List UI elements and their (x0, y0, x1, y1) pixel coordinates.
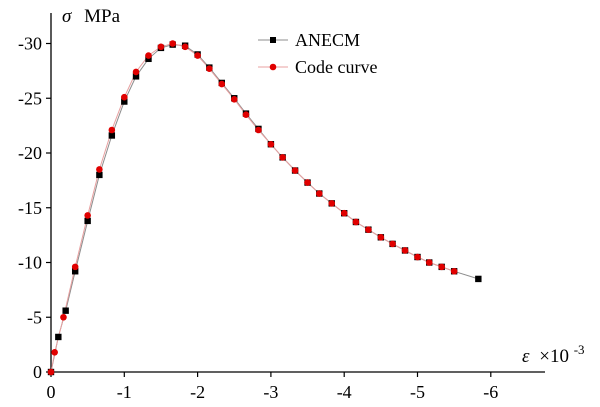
data-point-code-curve (194, 52, 201, 59)
x-tick-label: -6 (483, 382, 498, 402)
data-point-code-curve (328, 200, 336, 207)
y-tick-label: -15 (18, 198, 42, 218)
data-point-code-curve (169, 40, 176, 47)
data-point-anecm (84, 217, 91, 225)
data-point-anecm (132, 73, 140, 80)
data-point-code-curve (51, 348, 58, 356)
series-layer (47, 40, 482, 376)
y-tick-label: -25 (18, 88, 42, 108)
data-point-code-curve (425, 259, 433, 266)
data-point-code-curve (181, 43, 189, 51)
data-point-code-curve (389, 240, 396, 248)
y-axis-title: σ MPa (62, 6, 121, 27)
data-point-code-curve (145, 52, 152, 59)
y-tick-label: -30 (18, 34, 42, 54)
data-point-code-curve (291, 167, 299, 174)
data-point-code-curve (315, 190, 323, 197)
data-point-code-curve (438, 263, 445, 271)
data-point-code-curve (242, 111, 250, 118)
data-point-anecm (96, 171, 103, 179)
data-point-code-curve (255, 126, 262, 134)
data-point-code-curve (218, 80, 226, 88)
data-point-code-curve (267, 140, 275, 148)
x-tick-label: 0 (47, 382, 56, 402)
series-line-code-curve (50, 42, 455, 373)
data-point-code-curve (96, 166, 103, 173)
x-tick-label: -1 (117, 382, 132, 402)
y-axis-unit: MPa (84, 6, 120, 27)
y-tick-label: -20 (18, 143, 42, 163)
data-point-code-curve (365, 226, 372, 233)
data-point-code-curve (71, 263, 79, 271)
data-point-anecm (121, 98, 128, 105)
data-point-code-curve (132, 68, 140, 76)
x-tick-label: -4 (337, 382, 352, 402)
data-point-anecm (475, 275, 482, 283)
data-point-anecm (55, 333, 62, 341)
data-point-code-curve (230, 96, 238, 103)
data-point-code-curve (401, 247, 409, 254)
data-point-code-curve (206, 65, 213, 72)
data-point-code-curve (84, 212, 91, 219)
data-point-code-curve (304, 179, 311, 186)
y-axis-ticks: 0 -5 -10 -15 -20 -25 -30 (18, 34, 51, 382)
data-point-code-curve (340, 209, 348, 217)
data-point-code-curve (47, 368, 55, 376)
legend-label-code-curve: Code curve (295, 57, 377, 77)
x-tick-label: -3 (263, 382, 278, 402)
data-point-code-curve (60, 313, 67, 321)
x-axis-exponent: -3 (574, 342, 585, 357)
x-tick-label: -5 (410, 382, 425, 402)
y-tick-label: -10 (18, 253, 42, 273)
y-tick-label: 0 (33, 362, 42, 382)
y-axis-symbol: σ (62, 6, 72, 27)
legend-marker-anecm (270, 37, 276, 43)
data-point-code-curve (450, 267, 458, 275)
data-point-code-curve (157, 43, 165, 51)
data-point-code-curve (352, 218, 360, 226)
x-axis-unit: ×10 (539, 346, 569, 367)
x-axis-ticks: 0 -1 -2 -3 -4 -5 -6 (47, 372, 498, 402)
data-point-anecm (108, 132, 116, 139)
data-point-code-curve (121, 93, 128, 101)
data-point-anecm (62, 307, 69, 314)
legend-label-anecm: ANECM (295, 30, 360, 50)
data-point-code-curve (377, 234, 385, 241)
data-point-code-curve (279, 154, 286, 161)
series-line-anecm (50, 44, 479, 373)
x-axis-symbol: ε (522, 346, 530, 367)
x-tick-label: -2 (190, 382, 205, 402)
data-point-code-curve (108, 126, 116, 134)
legend-marker-code-curve (269, 63, 277, 71)
data-point-anecm (71, 268, 79, 275)
data-point-code-curve (414, 253, 421, 261)
x-axis-title: ε ×10 -3 (522, 342, 585, 367)
y-tick-label: -5 (27, 307, 42, 327)
legend: ANECM Code curve (258, 30, 377, 77)
